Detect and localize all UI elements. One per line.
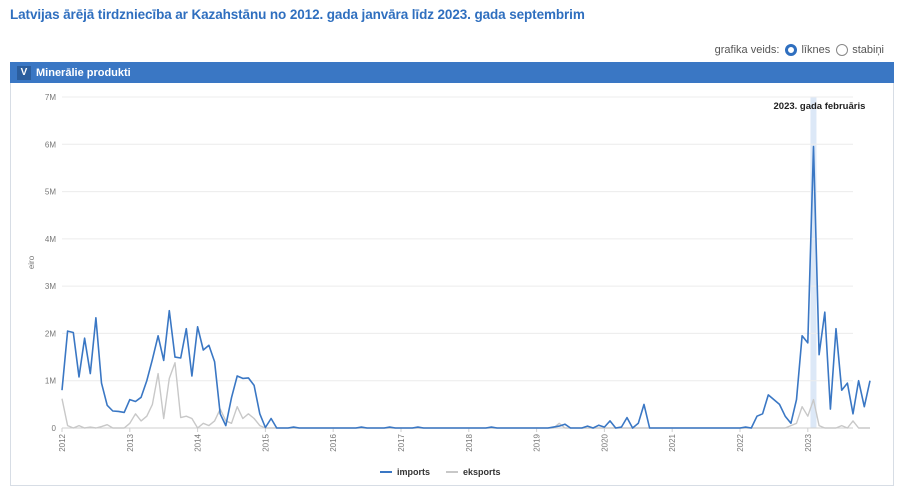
x-tick-label: 2018	[465, 433, 474, 451]
x-tick-label: 2012	[58, 433, 67, 451]
highlight-label: 2023. gada februāris	[774, 101, 866, 112]
y-tick-label: 7M	[45, 93, 56, 102]
graph-type-bars-option[interactable]: stabiņi	[836, 44, 884, 56]
radio-selected-icon[interactable]	[785, 44, 798, 56]
line-chart: 2023. gada februāris 0 1M 2M 3M 4M 5M 6M 7M eiro 2…	[27, 93, 871, 477]
y-tick-label: 4M	[45, 235, 56, 244]
graph-type-bars-label: stabiņi	[852, 44, 884, 56]
y-tick-label: 3M	[45, 282, 56, 291]
collapse-toggle-button[interactable]: V	[17, 65, 31, 80]
y-tick-label: 2M	[45, 329, 56, 338]
y-tick-label: 5M	[45, 188, 56, 197]
x-tick-label: 2013	[126, 433, 135, 451]
x-tick-label: 2017	[397, 433, 406, 451]
x-tick-label: 2019	[533, 433, 542, 451]
y-tick-label: 6M	[45, 140, 56, 149]
panel-header: V Minerālie produkti	[10, 62, 894, 83]
graph-type-label: grafika veids:	[714, 44, 780, 56]
x-tick-label: 2014	[194, 433, 203, 451]
graph-type-lines-label: līknes	[801, 44, 831, 56]
graph-type-lines-option[interactable]: līknes	[785, 44, 830, 56]
page-title: Latvijas ārējā tirdzniecība ar Kazahstān…	[10, 7, 585, 22]
y-axis-label: eiro	[27, 255, 36, 269]
series-line-eksports	[61, 362, 870, 429]
y-tick-label: 1M	[45, 377, 56, 386]
x-tick-label: 2023	[804, 433, 813, 451]
legend-label-eksports: eksports	[463, 467, 501, 477]
x-tick-label: 2016	[329, 433, 338, 451]
graph-type-selector: grafika veids: līknes stabiņi	[715, 44, 884, 56]
series-line-imports	[61, 145, 871, 429]
y-tick-label: 0	[52, 424, 57, 433]
x-tick-label: 2021	[668, 433, 677, 451]
highlight-band	[810, 97, 817, 428]
x-tick-label: 2022	[736, 433, 745, 451]
x-tick-label: 2015	[261, 433, 270, 451]
legend-label-imports: imports	[397, 467, 430, 477]
panel-title: Minerālie produkti	[36, 66, 131, 79]
x-tick-label: 2020	[600, 433, 609, 451]
radio-unselected-icon[interactable]	[836, 44, 849, 56]
